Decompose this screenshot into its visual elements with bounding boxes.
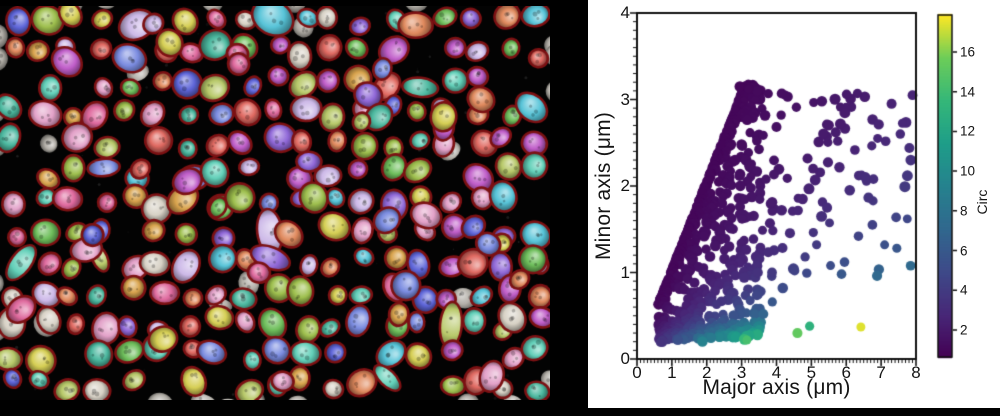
y-axis-label: Minor axis (μm) [592,111,615,261]
x-tick-label: 7 [876,363,886,382]
colorbar-tick-label: 12 [960,123,976,139]
x-tick-label: 6 [841,363,851,382]
y-tick-label: 3 [620,89,630,109]
x-tick-label: 8 [911,363,921,382]
y-tick-label: 4 [620,3,630,22]
segmented-particles-micrograph-image [0,6,550,400]
x-tick-label: 5 [806,363,817,382]
x-tick-label: 2 [702,363,712,382]
x-tick-label: 4 [771,363,782,382]
y-tick-label: 2 [620,176,630,195]
x-tick-label: 0 [632,363,642,382]
colorbar-tick-label: 4 [960,282,968,298]
x-axis-label: Major axis (μm) [702,376,851,399]
colorbar-tick-label: 16 [960,44,976,60]
y-tick-label: 1 [620,262,630,282]
colorbar-tick-label: 14 [960,84,976,100]
colorbar-tick-label: 8 [960,203,968,219]
x-tick-label: 3 [736,363,747,382]
x-tick-label: 1 [667,363,677,382]
y-tick-label: 0 [620,349,630,368]
colorbar-tick-label: 2 [960,322,968,338]
scatter-plot-canvas [588,0,1000,408]
colorbar-label: Circ [974,189,990,215]
micrograph-panel [0,6,550,400]
colorbar-tick-label: 6 [960,243,968,259]
colorbar-tick-label: 10 [960,163,976,179]
